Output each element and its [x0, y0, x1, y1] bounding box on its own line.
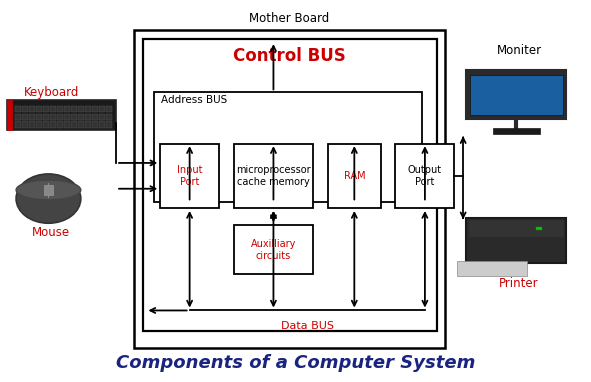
Bar: [22, 113, 28, 120]
Bar: [29, 113, 35, 120]
Text: Control BUS: Control BUS: [233, 47, 346, 65]
Bar: [142, 39, 437, 331]
Bar: [457, 261, 527, 276]
Bar: [7, 100, 12, 130]
Text: Mother Board: Mother Board: [249, 12, 330, 25]
Bar: [50, 121, 56, 128]
Bar: [85, 121, 91, 128]
Bar: [233, 225, 313, 274]
Text: microprocessor
cache memory: microprocessor cache memory: [236, 165, 311, 187]
Bar: [64, 106, 70, 112]
Bar: [71, 113, 77, 120]
Bar: [99, 106, 105, 112]
Bar: [233, 144, 313, 208]
Bar: [328, 144, 381, 208]
Bar: [71, 121, 77, 128]
Bar: [469, 220, 563, 236]
Bar: [470, 75, 563, 115]
Bar: [50, 106, 56, 112]
Bar: [134, 30, 446, 348]
Text: Data BUS: Data BUS: [281, 321, 334, 331]
Bar: [466, 70, 566, 119]
Bar: [36, 121, 42, 128]
Bar: [64, 121, 70, 128]
Bar: [92, 106, 98, 112]
Text: Auxilliary
circuits: Auxilliary circuits: [251, 239, 296, 261]
Bar: [36, 106, 42, 112]
Bar: [29, 121, 35, 128]
Text: RAM: RAM: [343, 171, 365, 181]
Bar: [395, 144, 454, 208]
Bar: [492, 128, 540, 134]
Bar: [50, 113, 56, 120]
Bar: [106, 113, 112, 120]
Bar: [15, 121, 21, 128]
Bar: [536, 227, 542, 230]
Text: Printer: Printer: [499, 277, 539, 290]
Ellipse shape: [16, 180, 81, 200]
Bar: [154, 92, 422, 202]
Text: Mouse: Mouse: [33, 226, 70, 239]
Bar: [78, 113, 84, 120]
Bar: [7, 100, 116, 130]
Bar: [22, 106, 28, 112]
Bar: [44, 185, 53, 195]
Text: Address BUS: Address BUS: [161, 96, 228, 105]
Bar: [57, 106, 63, 112]
Bar: [15, 113, 21, 120]
Bar: [36, 113, 42, 120]
Text: Moniter: Moniter: [496, 44, 541, 57]
Bar: [43, 106, 49, 112]
Bar: [64, 113, 70, 120]
Bar: [99, 121, 105, 128]
Bar: [57, 113, 63, 120]
Bar: [160, 144, 219, 208]
Bar: [92, 121, 98, 128]
Bar: [78, 121, 84, 128]
Bar: [85, 113, 91, 120]
Bar: [78, 106, 84, 112]
Bar: [43, 121, 49, 128]
Text: Output
Port: Output Port: [408, 165, 442, 187]
Bar: [29, 106, 35, 112]
Text: Input
Port: Input Port: [177, 165, 202, 187]
Bar: [99, 113, 105, 120]
Bar: [85, 106, 91, 112]
Bar: [92, 113, 98, 120]
Bar: [15, 106, 21, 112]
Bar: [22, 121, 28, 128]
Text: Keyboard: Keyboard: [24, 86, 79, 99]
Bar: [106, 106, 112, 112]
Bar: [71, 106, 77, 112]
Text: Components of a Computer System: Components of a Computer System: [116, 354, 475, 372]
Ellipse shape: [16, 174, 81, 223]
Bar: [57, 121, 63, 128]
Bar: [106, 121, 112, 128]
Bar: [466, 217, 566, 263]
Bar: [43, 113, 49, 120]
